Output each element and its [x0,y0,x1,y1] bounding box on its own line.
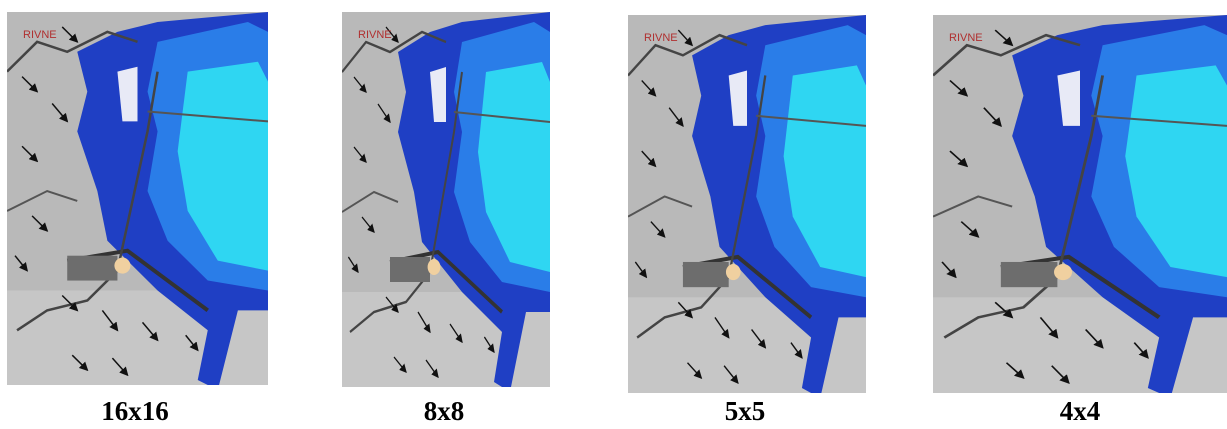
map-image [933,15,1227,393]
map-panel: RIVNE [628,15,866,393]
map-image [342,12,550,387]
map-label: RIVNE [644,32,678,44]
map-label: RIVNE [23,29,57,41]
map-image [7,12,268,385]
figure: RIVNE 16x16 RIVNE 8x8 RIVNE 5x5 RIVNE 4x4 [0,0,1227,429]
map-panel: RIVNE [933,15,1227,393]
map-label: RIVNE [358,29,392,41]
map-panel: RIVNE [7,12,268,385]
map-label: RIVNE [949,32,983,44]
panel-caption: 8x8 [344,396,544,427]
panel-caption: 5x5 [645,396,845,427]
panel-caption: 4x4 [980,396,1180,427]
panel-caption: 16x16 [35,396,235,427]
map-panel: RIVNE [342,12,550,387]
map-image [628,15,866,393]
